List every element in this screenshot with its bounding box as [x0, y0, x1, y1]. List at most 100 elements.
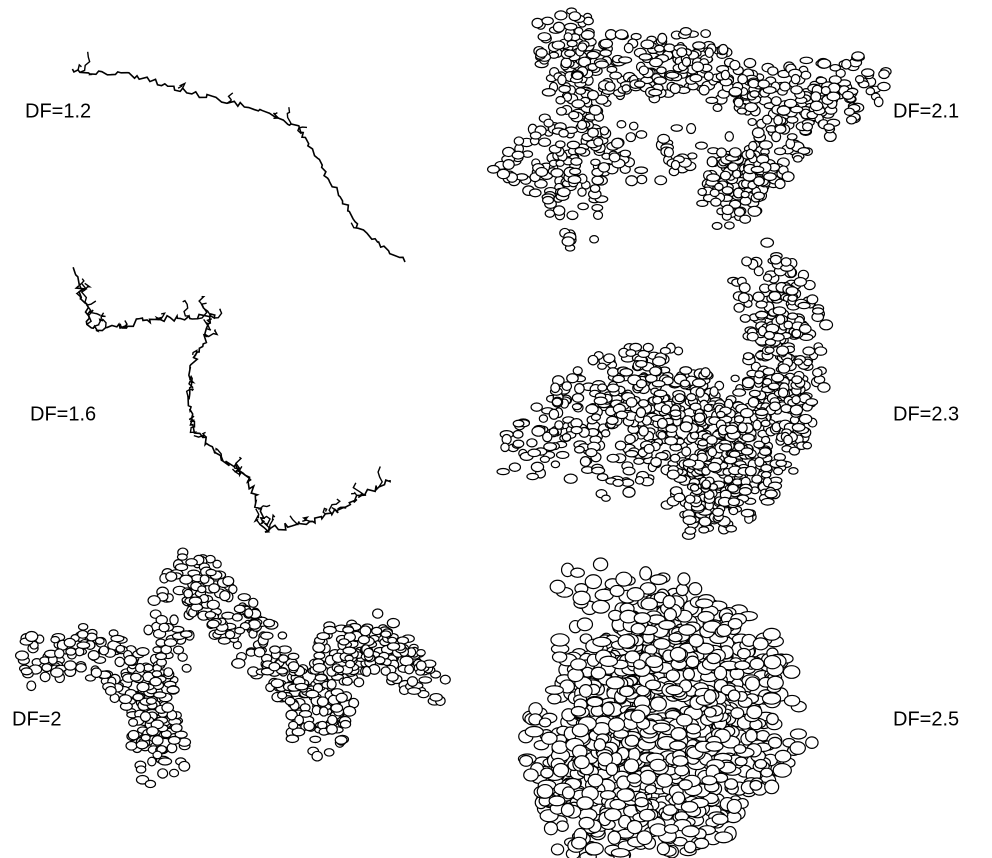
particle: [617, 121, 626, 128]
particle: [158, 769, 168, 778]
particle: [806, 737, 818, 749]
particle: [591, 667, 605, 679]
particle: [750, 780, 762, 790]
particle: [552, 41, 564, 49]
particle: [639, 54, 652, 60]
particle: [731, 375, 739, 381]
particle: [813, 308, 824, 314]
particle: [673, 756, 688, 766]
particle: [636, 361, 647, 368]
particle: [729, 87, 742, 96]
particle: [304, 721, 314, 730]
particle: [734, 745, 746, 754]
particle: [558, 75, 566, 85]
particle: [722, 205, 733, 214]
particle: [756, 301, 767, 308]
particle: [708, 462, 721, 471]
particle: [788, 295, 797, 301]
particle: [616, 572, 632, 586]
particle: [691, 432, 699, 439]
particle: [639, 400, 649, 407]
particle: [78, 630, 88, 638]
particle: [152, 671, 161, 677]
particle: [557, 188, 570, 197]
particle: [666, 72, 679, 78]
particle: [740, 315, 750, 323]
particle: [613, 375, 625, 382]
particle: [775, 750, 791, 762]
particle: [574, 756, 589, 769]
particle: [569, 111, 579, 118]
particle: [830, 65, 840, 71]
particle: [124, 655, 136, 665]
particle: [572, 72, 582, 80]
particle: [88, 651, 99, 660]
particle: [713, 104, 722, 111]
particle: [682, 57, 690, 66]
particle: [705, 48, 713, 57]
particle: [646, 680, 661, 690]
particle: [235, 627, 245, 634]
particle: [650, 58, 663, 67]
particle: [683, 668, 694, 680]
branch: [351, 223, 356, 228]
particle: [419, 677, 432, 683]
particle: [758, 80, 769, 88]
particle: [735, 757, 747, 766]
particle: [136, 766, 145, 773]
particle: [742, 257, 752, 266]
particle: [64, 638, 75, 647]
particle: [137, 682, 149, 691]
particle: [278, 632, 286, 639]
particle: [666, 685, 683, 694]
particle: [753, 638, 768, 650]
chain: [73, 267, 390, 532]
particle: [803, 123, 813, 131]
particle: [803, 347, 815, 355]
particle: [551, 461, 559, 468]
particle: [676, 584, 688, 596]
particle: [181, 631, 192, 638]
particle: [635, 81, 645, 87]
particle: [783, 666, 799, 679]
particle: [544, 443, 557, 451]
particle: [820, 320, 833, 330]
particle: [786, 287, 798, 295]
particle: [679, 780, 692, 790]
particle: [696, 388, 704, 397]
particle: [751, 166, 764, 172]
branch: [287, 107, 291, 124]
particle: [742, 434, 754, 442]
particle: [635, 167, 648, 173]
chain: [72, 69, 405, 262]
particle: [320, 707, 328, 716]
particle: [209, 584, 220, 593]
particle: [551, 634, 569, 646]
branch: [205, 329, 217, 336]
particle: [562, 434, 570, 441]
particle: [670, 410, 681, 416]
particle: [339, 639, 349, 645]
particle: [741, 448, 752, 455]
particle: [728, 484, 739, 492]
particle: [66, 648, 76, 655]
particle: [131, 673, 141, 681]
particle: [542, 89, 555, 96]
particle: [810, 101, 822, 110]
particle: [150, 677, 161, 686]
particle: [651, 458, 661, 467]
particle: [572, 724, 588, 737]
particle: [670, 741, 686, 750]
particle: [626, 350, 636, 357]
particle: [207, 600, 219, 609]
particle: [573, 591, 590, 604]
particle: [745, 466, 756, 475]
particle: [343, 627, 354, 633]
particle: [685, 495, 694, 503]
particle: [408, 688, 421, 695]
particle: [720, 171, 730, 180]
particle: [145, 780, 155, 787]
particle: [728, 619, 742, 629]
branch: [378, 467, 382, 487]
particle: [733, 389, 746, 396]
